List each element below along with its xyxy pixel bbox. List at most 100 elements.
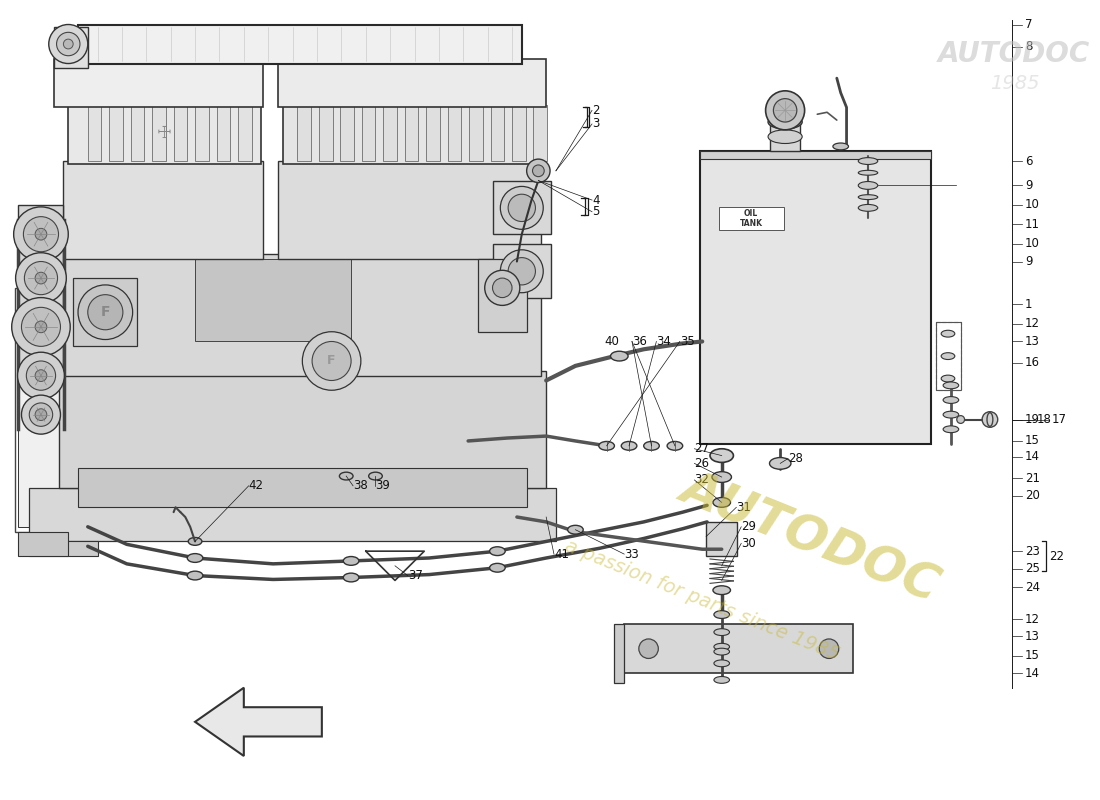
Text: F: F	[100, 306, 110, 319]
Circle shape	[508, 194, 536, 222]
Text: ☩: ☩	[156, 124, 172, 142]
Ellipse shape	[714, 629, 729, 635]
Ellipse shape	[568, 526, 583, 534]
Circle shape	[35, 321, 47, 333]
Circle shape	[78, 285, 133, 339]
Ellipse shape	[713, 586, 730, 594]
Text: 6: 6	[1025, 154, 1033, 167]
Circle shape	[982, 412, 998, 427]
Ellipse shape	[340, 472, 353, 480]
Ellipse shape	[343, 573, 359, 582]
Polygon shape	[624, 624, 854, 673]
Polygon shape	[78, 468, 527, 507]
Text: 24: 24	[1025, 581, 1040, 594]
Circle shape	[22, 307, 61, 346]
Text: 5: 5	[592, 206, 600, 218]
Ellipse shape	[942, 375, 955, 382]
Polygon shape	[493, 181, 551, 234]
Text: 8: 8	[1025, 41, 1033, 54]
Circle shape	[23, 217, 58, 252]
Ellipse shape	[858, 170, 878, 175]
Polygon shape	[64, 254, 541, 376]
Polygon shape	[78, 25, 521, 63]
Text: 33: 33	[624, 547, 639, 561]
Polygon shape	[362, 106, 375, 161]
Circle shape	[26, 361, 56, 390]
Circle shape	[24, 262, 57, 294]
Polygon shape	[18, 293, 58, 526]
Polygon shape	[426, 106, 440, 161]
Polygon shape	[152, 106, 166, 161]
Ellipse shape	[768, 115, 802, 129]
Circle shape	[500, 250, 543, 293]
Ellipse shape	[644, 442, 659, 450]
Ellipse shape	[188, 538, 202, 546]
Polygon shape	[18, 532, 68, 556]
Polygon shape	[109, 106, 123, 161]
Polygon shape	[68, 102, 262, 164]
Text: AUTODOC: AUTODOC	[938, 40, 1090, 68]
Text: 30: 30	[741, 537, 756, 550]
Text: 20: 20	[1025, 489, 1040, 502]
Polygon shape	[54, 27, 88, 68]
Ellipse shape	[858, 205, 878, 211]
Text: 9: 9	[1025, 179, 1033, 192]
Polygon shape	[405, 106, 418, 161]
Circle shape	[508, 258, 536, 285]
Text: 40: 40	[605, 335, 619, 348]
Text: 21: 21	[1025, 471, 1040, 485]
Text: 28: 28	[788, 452, 803, 465]
Text: 34: 34	[657, 335, 671, 348]
Ellipse shape	[714, 648, 729, 655]
Circle shape	[532, 165, 544, 177]
Text: 23: 23	[1025, 545, 1040, 558]
Circle shape	[312, 342, 351, 381]
Polygon shape	[477, 258, 527, 332]
Circle shape	[35, 272, 47, 284]
Polygon shape	[701, 151, 932, 444]
Polygon shape	[64, 161, 263, 258]
Circle shape	[35, 228, 47, 240]
Polygon shape	[283, 102, 538, 164]
Text: 35: 35	[680, 335, 694, 348]
Polygon shape	[18, 205, 64, 381]
Text: a passion for parts since 1985: a passion for parts since 1985	[562, 536, 843, 664]
Text: 11: 11	[1025, 218, 1040, 231]
Text: 25: 25	[1025, 562, 1040, 575]
Text: 13: 13	[1025, 630, 1040, 642]
Circle shape	[766, 91, 804, 130]
Circle shape	[64, 39, 73, 49]
Text: 22: 22	[1049, 550, 1065, 562]
Text: F: F	[328, 354, 336, 367]
Circle shape	[527, 159, 550, 182]
Ellipse shape	[187, 571, 202, 580]
Text: 1985: 1985	[990, 74, 1040, 93]
Text: OIL
TANK: OIL TANK	[739, 209, 762, 228]
Text: 15: 15	[1025, 649, 1040, 662]
Polygon shape	[706, 522, 737, 556]
Circle shape	[35, 409, 47, 421]
Ellipse shape	[858, 158, 878, 165]
Polygon shape	[174, 106, 187, 161]
Ellipse shape	[598, 442, 615, 450]
Ellipse shape	[713, 498, 730, 507]
Text: 14: 14	[1025, 666, 1040, 679]
Polygon shape	[493, 244, 551, 298]
Ellipse shape	[858, 194, 878, 199]
Ellipse shape	[943, 426, 959, 433]
Text: 31: 31	[736, 501, 751, 514]
Text: 26: 26	[694, 457, 710, 470]
Polygon shape	[73, 278, 136, 346]
Text: 10: 10	[1025, 238, 1040, 250]
Polygon shape	[701, 151, 932, 159]
Text: 32: 32	[694, 474, 710, 486]
Ellipse shape	[770, 458, 791, 470]
Circle shape	[88, 294, 123, 330]
Polygon shape	[195, 106, 209, 161]
Text: 4: 4	[592, 194, 600, 206]
Circle shape	[35, 370, 47, 382]
Polygon shape	[54, 58, 263, 107]
Ellipse shape	[343, 557, 359, 566]
Ellipse shape	[187, 554, 202, 562]
Text: 38: 38	[353, 479, 367, 492]
